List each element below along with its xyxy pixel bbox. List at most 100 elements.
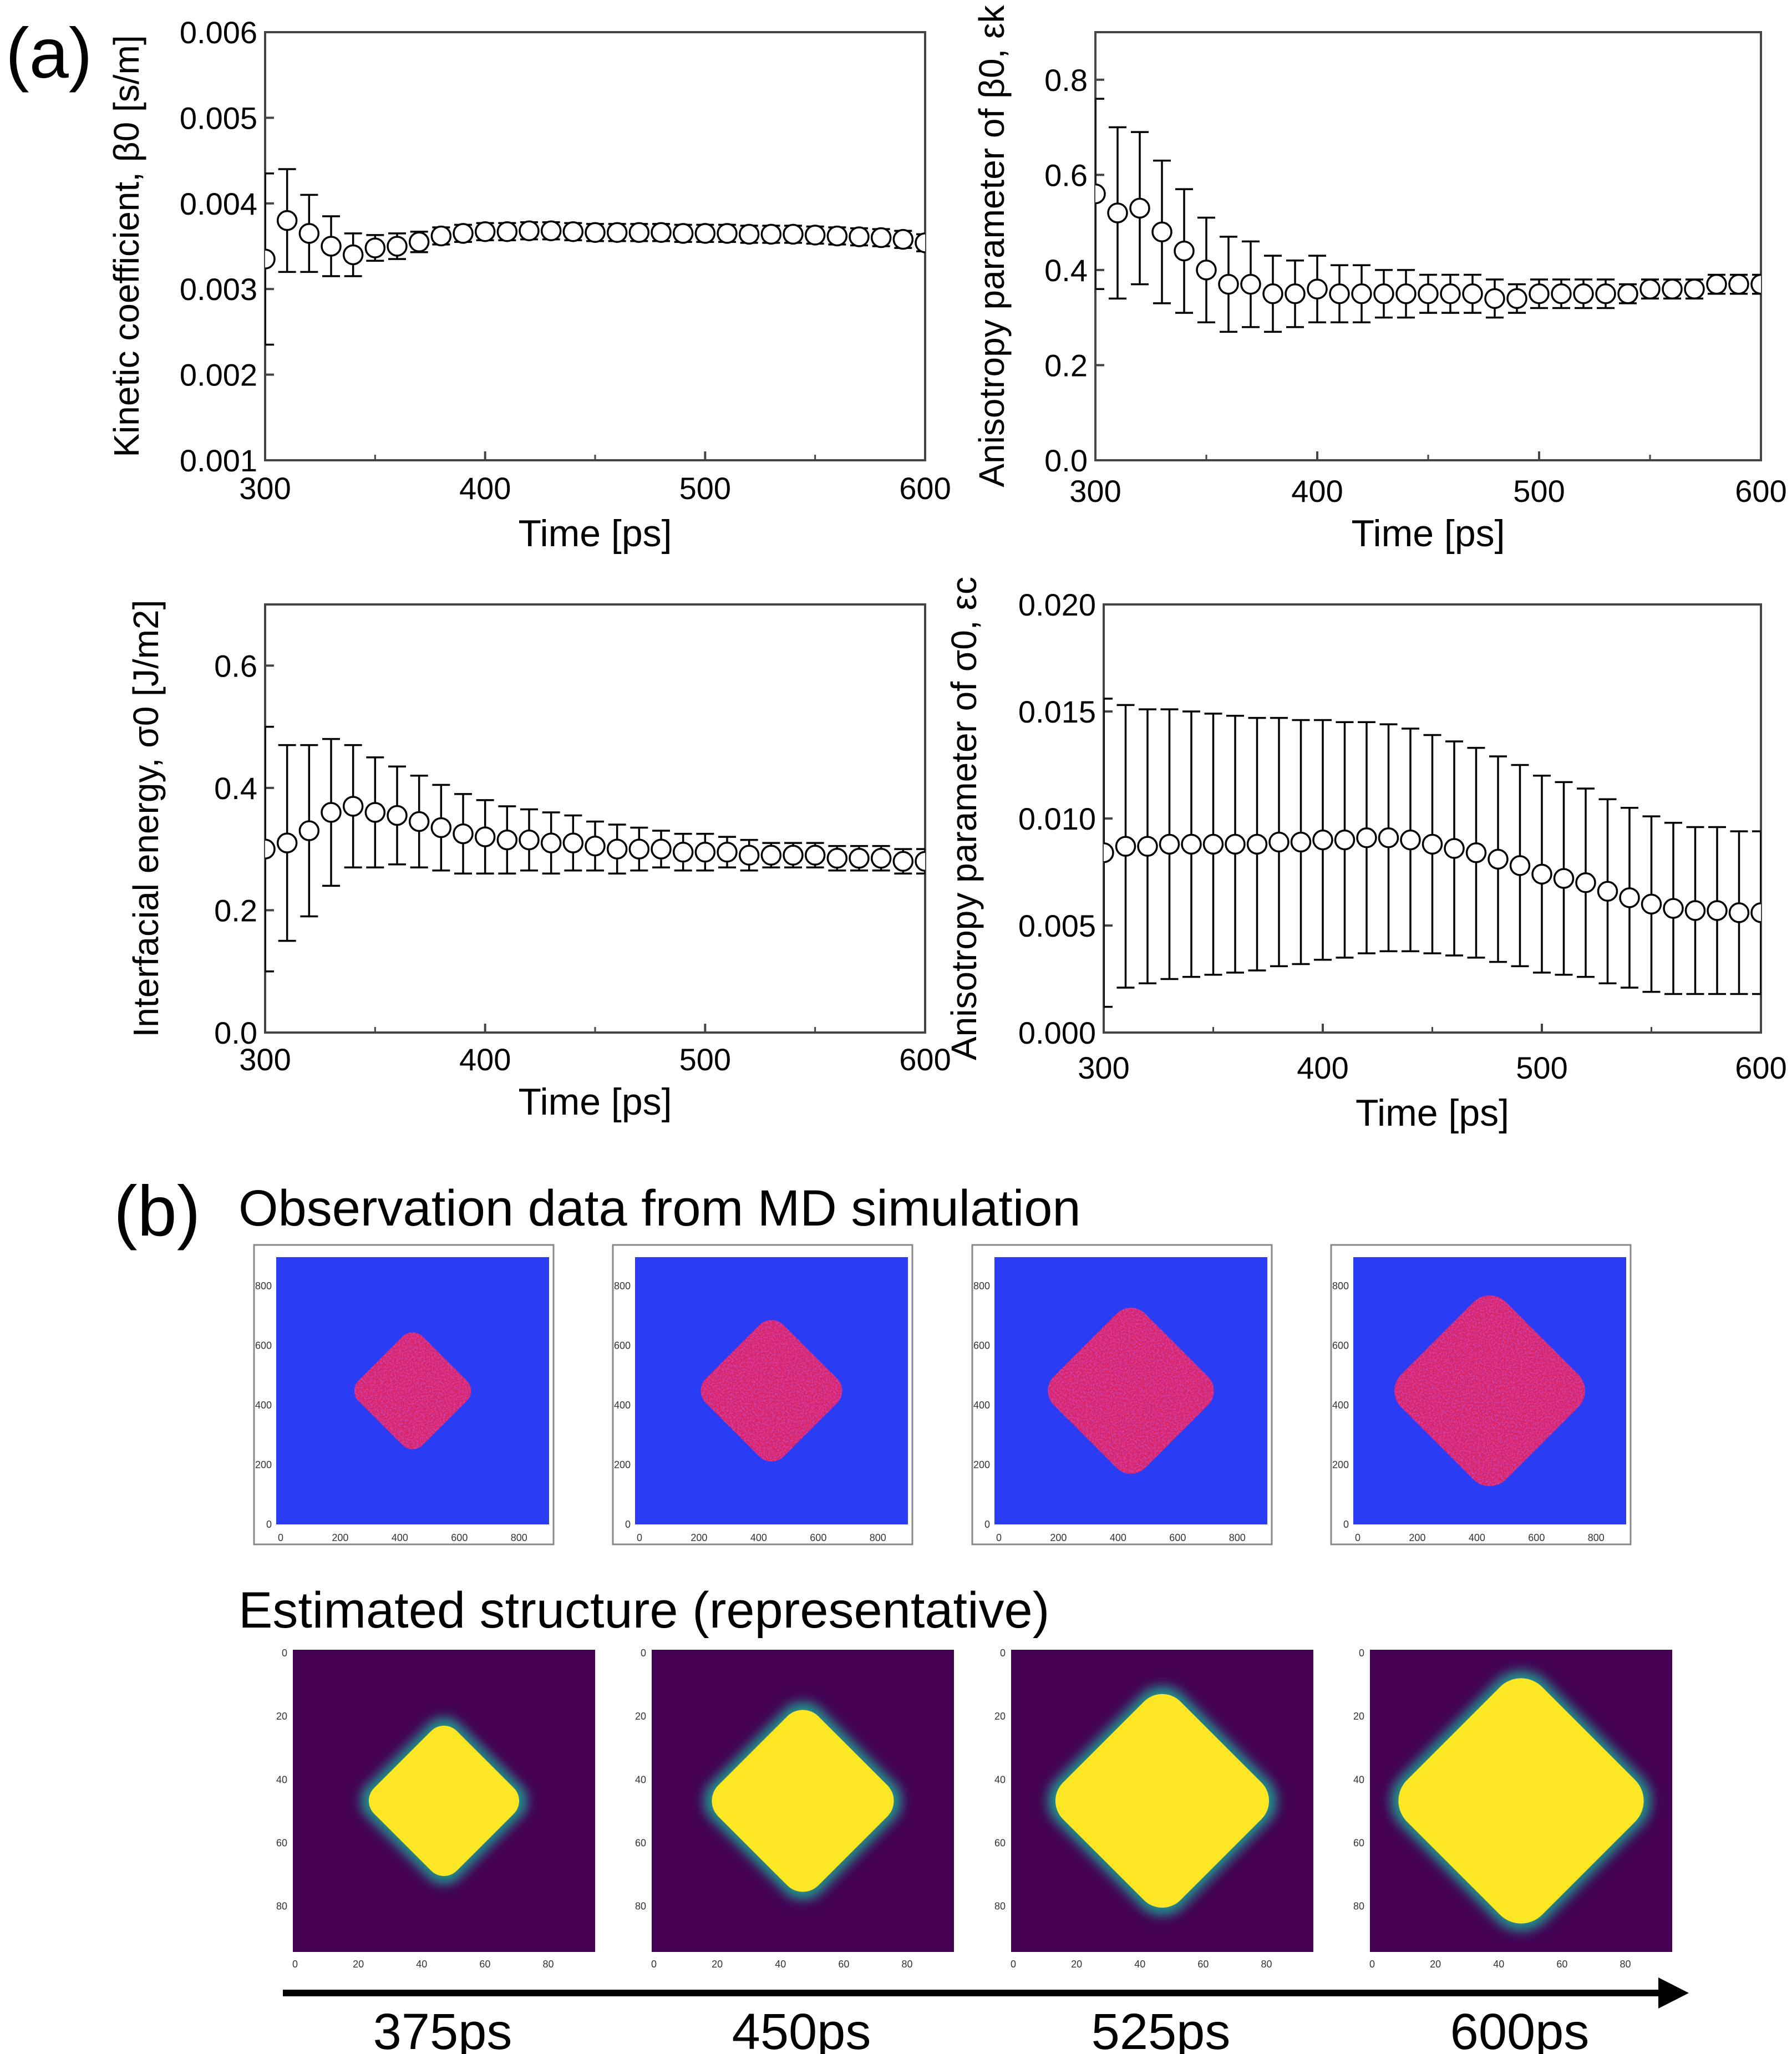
md-x-tick-label: 200: [1050, 1532, 1067, 1543]
data-point: [651, 222, 672, 243]
y-tick-label: 0.2: [214, 893, 257, 928]
data-point: [540, 220, 562, 241]
estimated-x-tick-label: 60: [838, 1959, 849, 1970]
estimated-y-tick-label: 20: [276, 1711, 287, 1722]
estimated-y-tick-label: 40: [635, 1774, 646, 1785]
estimated-x-tick-label: 40: [1493, 1959, 1504, 1970]
md-section-title: Observation data from MD simulation: [238, 1180, 1081, 1237]
md-x-tick-label: 600: [1169, 1532, 1186, 1543]
md-x-tick-label: 200: [1409, 1532, 1425, 1543]
data-point: [1418, 283, 1439, 304]
data-point: [1663, 898, 1684, 919]
estimated-y-tick-label: 20: [1353, 1711, 1364, 1722]
chart-anisotropy-beta: 300 400 500 600 0.0 0.2 0.4 0.6 0.8 Time [ps] Anis…: [972, 4, 1787, 555]
x-tick-label: 600: [899, 471, 951, 506]
data-point: [1312, 829, 1333, 851]
data-point: [321, 236, 342, 257]
data-point: [628, 838, 650, 860]
data-point: [387, 236, 408, 257]
md-x-tick-label: 600: [810, 1532, 826, 1543]
data-point: [364, 237, 386, 258]
data-point: [760, 845, 782, 866]
md-y-tick-label: 400: [255, 1400, 272, 1411]
md-y-tick-label: 600: [973, 1340, 990, 1351]
time-arrow: [283, 1977, 1689, 2009]
estimated-section-title: Estimated structure (representative): [238, 1582, 1049, 1639]
estimated-crystal: [712, 1710, 894, 1892]
data-point: [1104, 842, 1114, 863]
data-point: [606, 222, 628, 243]
data-point: [1684, 900, 1706, 921]
panel-b-label: (b): [114, 1172, 200, 1251]
data-point: [1462, 283, 1483, 304]
data-point: [453, 223, 474, 244]
estimated-x-tick-label: 20: [712, 1959, 723, 1970]
data-point: [562, 221, 584, 242]
y-tick-label: 0.001: [180, 443, 257, 478]
md-panel: 0 200 400 600 800 0 200 400 600 800: [971, 1244, 1273, 1545]
data-point: [717, 223, 738, 244]
md-y-tick-label: 0: [266, 1519, 272, 1530]
md-x-tick-label: 800: [1588, 1532, 1605, 1543]
md-crystal: [1048, 1308, 1214, 1474]
y-tick-label: 0.8: [1044, 63, 1088, 98]
data-point: [1641, 893, 1662, 915]
data-series: [1095, 98, 1761, 333]
data-point: [826, 847, 848, 869]
md-y-tick-label: 200: [255, 1460, 272, 1471]
x-tick-label: 400: [459, 1042, 511, 1077]
data-point: [804, 225, 826, 246]
x-tick-label: 400: [1297, 1050, 1348, 1085]
data-point: [1573, 283, 1594, 304]
md-x-tick-label: 600: [1528, 1532, 1545, 1543]
md-x-tick-label: 200: [691, 1532, 707, 1543]
data-point: [519, 220, 540, 241]
estimated-crystal: [368, 1725, 520, 1877]
y-tick-label: 0.015: [1018, 694, 1096, 729]
md-x-tick-label: 800: [511, 1532, 527, 1543]
plot-frame: [264, 31, 926, 461]
data-point: [1285, 283, 1306, 304]
x-tick-label: 600: [899, 1042, 951, 1077]
md-y-tick-label: 800: [614, 1280, 631, 1292]
data-point: [1395, 283, 1417, 304]
data-point: [1750, 902, 1761, 923]
estimated-y-tick-label: 0: [282, 1648, 287, 1659]
md-x-tick-label: 400: [392, 1532, 408, 1543]
md-x-tick-label: 600: [451, 1532, 468, 1543]
data-point: [1595, 283, 1616, 304]
data-point: [1422, 833, 1443, 855]
estimated-y-tick-label: 60: [276, 1837, 287, 1848]
estimated-y-tick-label: 0: [641, 1648, 646, 1659]
y-tick-label: 0.000: [1018, 1015, 1096, 1050]
data-point: [298, 820, 320, 841]
data-point: [1218, 273, 1239, 295]
data-point: [1400, 829, 1421, 851]
data-point: [892, 851, 914, 872]
data-point: [1529, 283, 1550, 304]
data-series: [1104, 698, 1761, 1008]
x-tick-label: 500: [1513, 474, 1565, 509]
data-point: [585, 835, 606, 857]
data-point: [672, 223, 694, 244]
data-point: [265, 248, 276, 270]
data-point: [276, 210, 298, 231]
data-point: [408, 231, 430, 253]
y-tick-label: 0.004: [180, 186, 257, 221]
estimated-panel: 0 20 40 60 80 0 20 40 60 80: [994, 1648, 1313, 1970]
x-axis-label: Time [ps]: [518, 1081, 672, 1123]
data-point: [783, 223, 804, 245]
data-point: [1268, 831, 1290, 853]
data-point: [387, 805, 408, 826]
data-point: [1246, 833, 1268, 855]
y-tick-label: 0.6: [1044, 157, 1088, 192]
md-y-tick-label: 0: [984, 1519, 990, 1530]
estimated-panel: 0 20 40 60 80 0 20 40 60 80: [1353, 1648, 1672, 1970]
data-point: [628, 222, 650, 243]
data-point: [1619, 887, 1640, 908]
data-point: [1684, 278, 1705, 299]
data-point: [826, 225, 848, 247]
time-arrow-head: [1658, 1977, 1689, 2009]
estimated-y-tick-label: 20: [635, 1711, 646, 1722]
